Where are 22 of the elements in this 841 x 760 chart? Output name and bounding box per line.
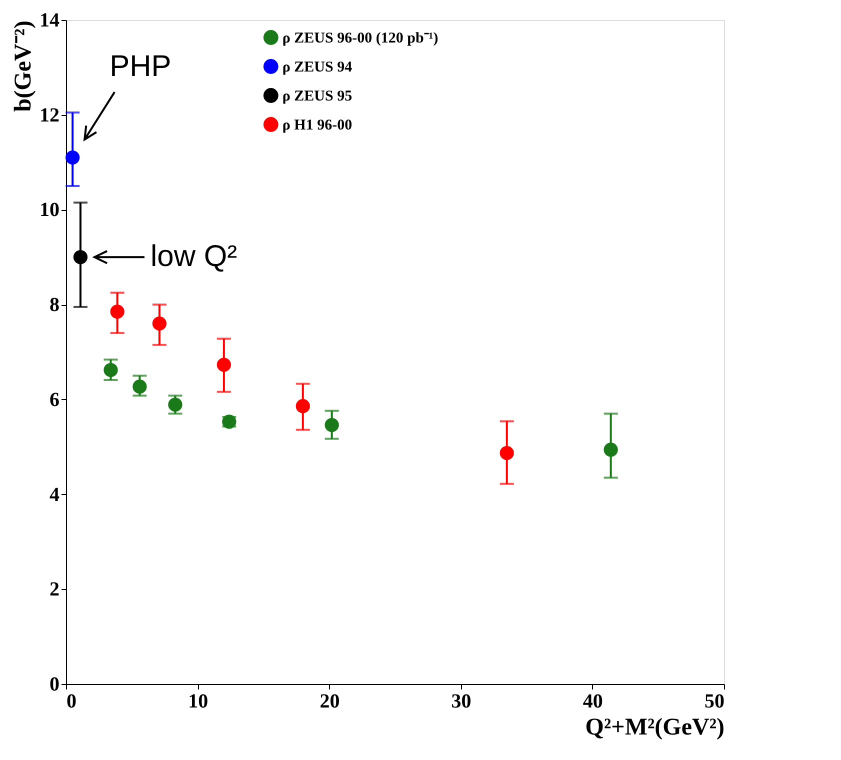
annotation: PHP — [110, 50, 172, 84]
y-tick-label: 2 — [50, 578, 60, 601]
y-tick-label: 6 — [50, 388, 60, 411]
x-tick-label: 20 — [320, 690, 340, 712]
y-tick-label: 4 — [50, 484, 60, 506]
y-tick-label: 12 — [40, 104, 60, 126]
legend-label: ρ ZEUS 96-00 (120 pb⁻¹) — [282, 30, 438, 46]
x-tick-label: 30 — [451, 690, 472, 712]
annotation: low Q² — [150, 240, 238, 274]
legend-label: ρ H1 96-00 — [282, 118, 352, 134]
y-tick-label: 14 — [40, 10, 60, 32]
y-tick-label: 0 — [50, 674, 60, 696]
x-tick-label: 10 — [188, 690, 208, 712]
legend-label: ρ ZEUS 95 — [282, 88, 352, 104]
x-tick-label: 40 — [582, 690, 603, 712]
y-axis-title: b(GeV⁻²) — [10, 20, 36, 112]
x-tick-label: 50 — [704, 690, 724, 712]
y-tick-label: 8 — [50, 294, 60, 316]
x-tick-label: 0 — [66, 690, 76, 712]
y-tick-label: 10 — [40, 199, 60, 222]
legend-label: ρ ZEUS 94 — [282, 60, 353, 76]
x-axis-title: Q²+M²(GeV²) — [585, 714, 724, 740]
